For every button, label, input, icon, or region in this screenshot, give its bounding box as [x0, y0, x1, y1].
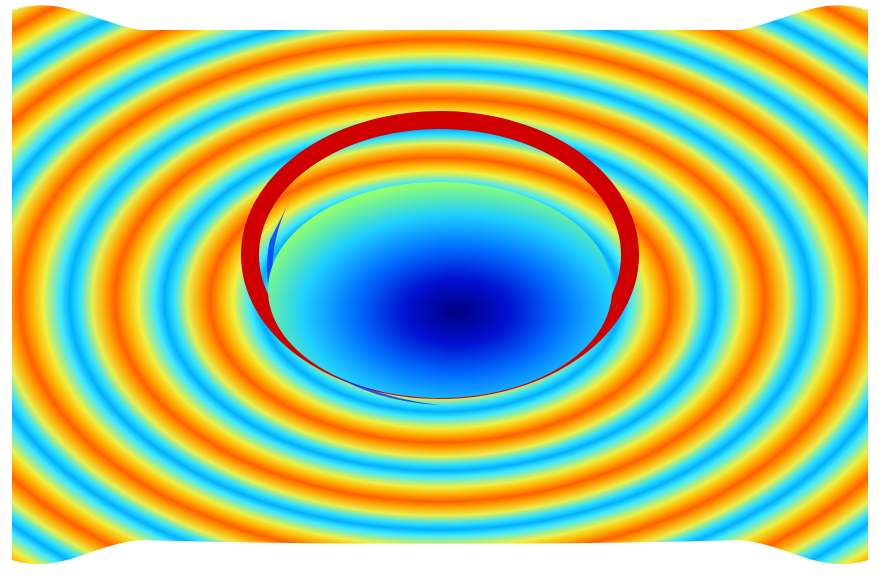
page — [0, 0, 879, 577]
surface-render — [0, 0, 879, 577]
bowl — [268, 182, 612, 398]
